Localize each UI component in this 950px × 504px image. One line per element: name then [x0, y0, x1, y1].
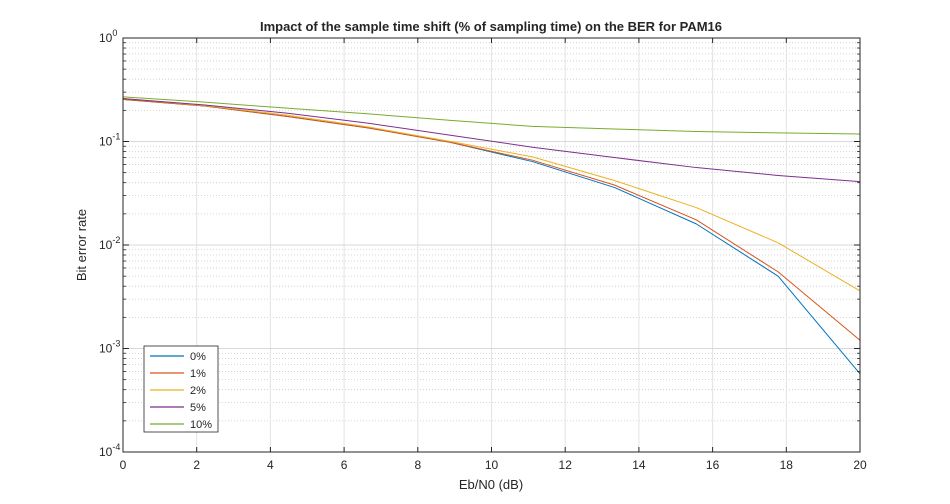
- legend: 0% 1% 2% 5% 10%: [143, 345, 219, 433]
- legend-label: 0%: [190, 351, 206, 363]
- x-tick-label: 20: [853, 458, 867, 472]
- y-tick-label: 10-1: [99, 132, 120, 149]
- y-tick-label: 100: [99, 28, 117, 45]
- series-line-2pct: [122, 98, 861, 292]
- x-tick-label: 12: [559, 458, 573, 472]
- series-lines: [122, 96, 861, 375]
- series-line-1pct: [122, 98, 861, 341]
- x-tick-label: 2: [193, 458, 200, 472]
- series-line-10pct: [122, 96, 861, 135]
- x-tick-label: 16: [706, 458, 720, 472]
- legend-label: 5%: [190, 402, 206, 414]
- x-tick-label: 0: [120, 458, 127, 472]
- legend-label: 10%: [190, 419, 212, 431]
- y-axis-label: Bit error rate: [74, 209, 89, 281]
- legend-box: [143, 345, 219, 433]
- y-tick-label: 10-2: [99, 235, 120, 252]
- y-tick-label: 10-4: [99, 442, 120, 459]
- y-tick-label: 10-3: [99, 339, 120, 356]
- x-tick-label: 8: [414, 458, 421, 472]
- chart-title: Impact of the sample time shift (% of sa…: [260, 19, 722, 34]
- legend-label: 2%: [190, 385, 206, 397]
- x-tick-labels: 0 2 4 6 8 10 12 14 16 18 20: [120, 458, 867, 472]
- series-line-5pct: [122, 98, 861, 183]
- x-tick-label: 14: [632, 458, 646, 472]
- y-tick-labels: 100 10-1 10-2 10-3 10-4: [99, 28, 120, 459]
- axis-ticks: [122, 37, 861, 453]
- x-tick-label: 10: [485, 458, 499, 472]
- x-tick-label: 6: [341, 458, 348, 472]
- x-tick-label: 18: [780, 458, 794, 472]
- legend-label: 1%: [190, 368, 206, 380]
- x-tick-label: 4: [267, 458, 274, 472]
- x-axis-label: Eb/N0 (dB): [459, 477, 523, 492]
